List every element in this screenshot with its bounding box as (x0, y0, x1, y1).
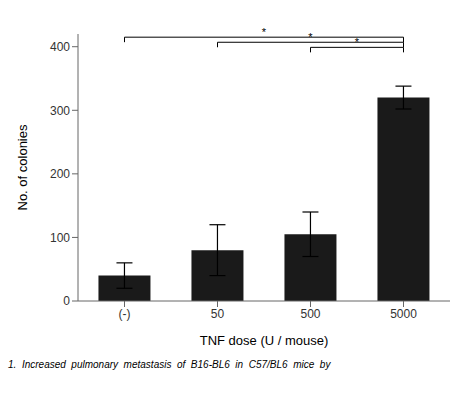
svg-text:*: * (262, 26, 267, 38)
svg-text:300: 300 (50, 104, 70, 118)
svg-text:5000: 5000 (390, 307, 417, 321)
svg-text:*: * (355, 36, 360, 48)
svg-text:400: 400 (50, 40, 70, 54)
svg-text:500: 500 (300, 307, 320, 321)
svg-text:*: * (308, 31, 313, 43)
svg-text:No. of colonies: No. of colonies (15, 124, 30, 210)
svg-text:0: 0 (63, 294, 70, 308)
svg-text:TNF dose (U / mouse): TNF dose (U / mouse) (200, 333, 329, 348)
svg-text:100: 100 (50, 231, 70, 245)
html-text:1. Increased pulmonary metasta: 1. Increased pulmonary metastasis of B16… (8, 359, 331, 370)
svg-text:(-): (-) (119, 307, 131, 321)
svg-text:200: 200 (50, 167, 70, 181)
svg-text:50: 50 (211, 307, 225, 321)
